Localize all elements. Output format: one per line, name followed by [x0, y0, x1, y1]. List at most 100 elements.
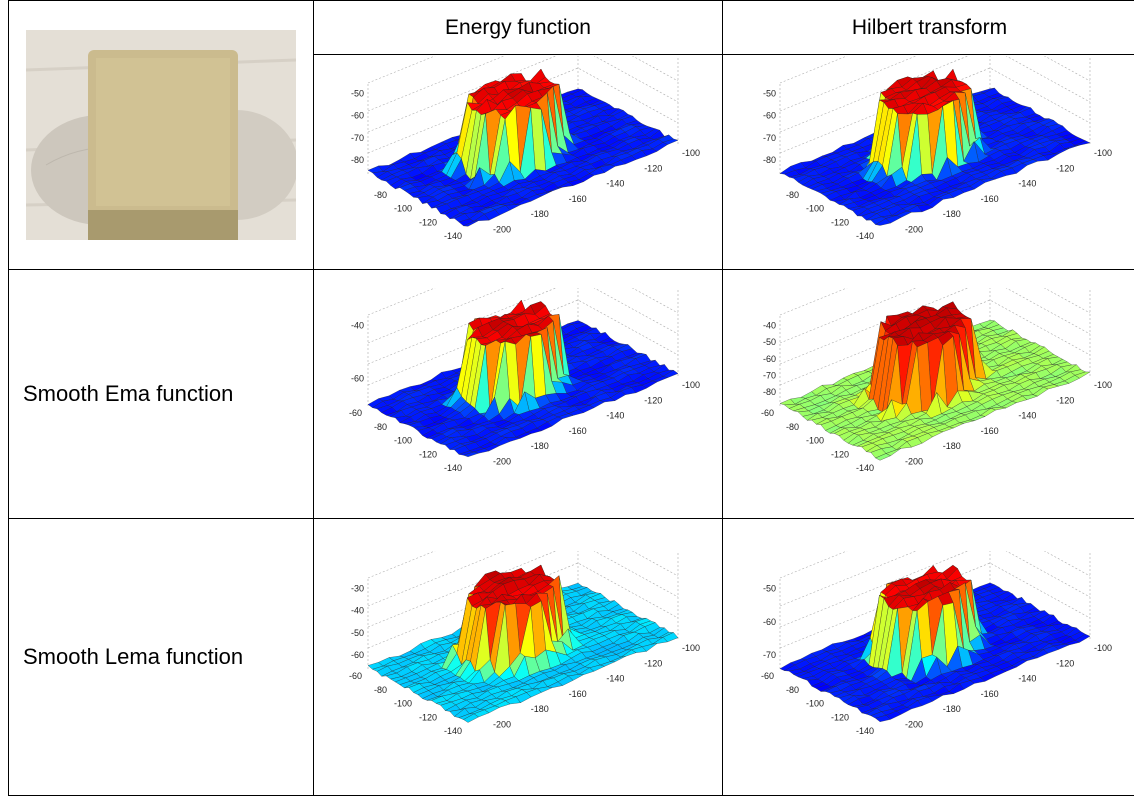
row: -50 -60 -70 -80 -80 -100 -120 -140 -100 -120 -140-…	[9, 54, 1134, 270]
surface-patch	[874, 453, 891, 461]
plot-cell: -30 -40 -50 -60 -60 -80 -100 -120 -140 -100 -120 -1…	[313, 518, 723, 796]
photo-cell	[8, 0, 314, 270]
column-header: Hilbert transform	[722, 0, 1134, 55]
z-tick-label: -50	[762, 337, 775, 347]
x-tick-label: -140	[855, 726, 873, 736]
x-tick-label: -100	[805, 436, 823, 446]
y-tick-label: -100	[682, 148, 700, 158]
z-tick-label: -80	[762, 387, 775, 397]
z-tick-label: -50	[762, 584, 775, 594]
x-tick-label: -60	[760, 671, 773, 681]
y-tick-label: -140	[606, 179, 624, 189]
y-tick-label: -140	[606, 674, 624, 684]
x-tick-label: -80	[374, 685, 387, 695]
surface-plot: -50 -60 -70 -80 -80 -100 -120 -140 -100 -120 -140 -…	[762, 56, 1112, 241]
x-tick-label: -120	[419, 217, 437, 227]
x-tick-label: -100	[805, 699, 823, 709]
y-tick-label: -120	[1056, 658, 1074, 668]
sample-photo	[26, 30, 296, 240]
plot-cell: -40 -50 -60 -70 -80 -60 -80 -100 -120 -140 -100 -12…	[722, 269, 1134, 519]
y-tick-label: -200	[905, 225, 923, 235]
row: Smooth Lema function -30 -40 -50 -60 -60 -80-…	[8, 518, 1134, 796]
z-tick-label: -60	[762, 617, 775, 627]
z-tick-label: -50	[351, 89, 364, 99]
y-tick-label: -100	[1094, 148, 1112, 158]
x-tick-label: -140	[855, 463, 873, 473]
y-tick-label: -120	[644, 658, 662, 668]
figure-table: Energy function Hilbert transform -50 -60…	[8, 0, 1134, 796]
surface-patch	[874, 218, 891, 226]
plot-cell: -40 -60 -60 -80 -100 -120 -140 -100 -120 -140 -160…	[313, 269, 723, 519]
x-tick-label: -120	[830, 217, 848, 227]
x-tick-label: -60	[760, 408, 773, 418]
y-tick-label: -120	[1056, 395, 1074, 405]
column-header: Energy function	[313, 0, 723, 55]
z-tick-label: -30	[351, 584, 364, 594]
z-tick-label: -70	[351, 133, 364, 143]
x-tick-label: -80	[785, 685, 798, 695]
x-tick-label: -120	[830, 712, 848, 722]
z-tick-label: -60	[762, 111, 775, 121]
y-tick-label: -180	[942, 441, 960, 451]
y-tick-label: -120	[644, 395, 662, 405]
x-tick-label: -80	[785, 190, 798, 200]
z-tick-label: -40	[351, 606, 364, 616]
row-label: Smooth Lema function	[8, 518, 314, 796]
surface-patch	[463, 451, 480, 457]
y-tick-label: -180	[942, 209, 960, 219]
y-tick-label: -160	[569, 194, 587, 204]
x-tick-label: -140	[855, 231, 873, 241]
y-tick-label: -120	[644, 163, 662, 173]
row: Smooth Ema function -40 -60 -60 -80 -100 -120…	[8, 269, 1134, 519]
surface-plot: -40 -50 -60 -70 -80 -60 -80 -100 -120 -140 -100 -12…	[760, 288, 1112, 473]
x-tick-label: -140	[444, 726, 462, 736]
z-tick-label: -70	[762, 650, 775, 660]
surface-patch	[462, 220, 479, 227]
surface-plot: -30 -40 -50 -60 -60 -80 -100 -120 -140 -100 -120 -1…	[349, 551, 700, 736]
y-tick-label: -140	[1018, 179, 1036, 189]
surface-plot: -40 -60 -60 -80 -100 -120 -140 -100 -120 -140 -160…	[349, 288, 700, 473]
x-tick-label: -100	[805, 204, 823, 214]
y-tick-label: -100	[1094, 643, 1112, 653]
x-tick-label: -140	[444, 231, 462, 241]
y-tick-label: -200	[493, 225, 511, 235]
x-tick-label: -120	[830, 449, 848, 459]
x-tick-label: -100	[394, 436, 412, 446]
z-tick-label: -40	[762, 321, 775, 331]
surface-plot: -50 -60 -70 -60 -80 -100 -120 -140 -100 -120 -140 -…	[760, 551, 1112, 736]
y-tick-label: -160	[569, 426, 587, 436]
y-tick-label: -200	[493, 457, 511, 467]
z-tick-label: -50	[762, 89, 775, 99]
x-tick-label: -80	[374, 422, 387, 432]
x-tick-label: -60	[349, 408, 362, 418]
z-tick-label: -60	[351, 111, 364, 121]
x-tick-label: -120	[419, 449, 437, 459]
y-tick-label: -120	[1056, 163, 1074, 173]
y-tick-label: -140	[1018, 411, 1036, 421]
y-tick-label: -200	[905, 720, 923, 730]
y-tick-label: -200	[905, 457, 923, 467]
surface-patch	[874, 715, 891, 722]
z-tick-label: -60	[351, 374, 364, 384]
y-tick-label: -180	[531, 209, 549, 219]
y-tick-label: -100	[682, 643, 700, 653]
z-tick-label: -50	[351, 628, 364, 638]
y-tick-label: -180	[531, 704, 549, 714]
z-tick-label: -70	[762, 370, 775, 380]
x-tick-label: -100	[394, 699, 412, 709]
row-label: Smooth Ema function	[8, 269, 314, 519]
y-tick-label: -200	[493, 720, 511, 730]
surface-plot: -50 -60 -70 -80 -80 -100 -120 -140 -100 -120 -140 -…	[351, 56, 700, 241]
x-tick-label: -100	[394, 204, 412, 214]
header-row: Energy function Hilbert transform	[8, 0, 1134, 270]
y-tick-label: -160	[980, 689, 998, 699]
z-tick-label: -70	[762, 133, 775, 143]
y-tick-label: -140	[606, 411, 624, 421]
y-tick-label: -160	[569, 689, 587, 699]
z-tick-label: -80	[762, 155, 775, 165]
x-tick-label: -80	[374, 190, 387, 200]
y-tick-label: -100	[1094, 380, 1112, 390]
y-tick-label: -160	[980, 426, 998, 436]
plot-cell: -50 -60 -70 -80 -80 -100 -120 -140 -100 -120 -140 -…	[313, 54, 723, 270]
